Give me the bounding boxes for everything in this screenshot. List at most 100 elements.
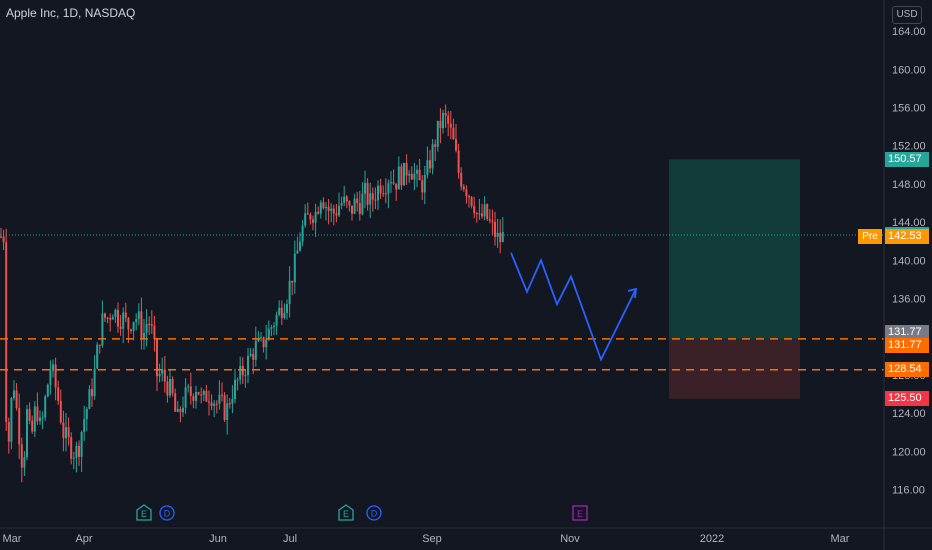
candle-body [135, 318, 138, 323]
candle-body [325, 206, 327, 209]
candle-body [286, 304, 288, 313]
dividend-marker[interactable] [159, 505, 175, 521]
candle-body [208, 401, 210, 403]
candle-body [364, 182, 366, 194]
candle-body [111, 316, 114, 320]
y-tick-label: 136.00 [892, 294, 926, 306]
candle-body [114, 309, 117, 317]
candle-body [254, 340, 257, 360]
candle-body [104, 313, 106, 318]
candle-body [119, 326, 122, 329]
dividend-marker[interactable] [366, 505, 382, 521]
candle-body [309, 214, 312, 220]
candle-body [70, 437, 73, 459]
candle-body [496, 232, 499, 237]
candle-body [252, 354, 255, 360]
dividend-marker-label: D [371, 509, 378, 519]
candle-body [13, 390, 15, 399]
candle-body [166, 381, 169, 396]
candle-body [332, 208, 335, 214]
candle-body [460, 172, 463, 187]
y-tick-label: 164.00 [892, 26, 926, 38]
candle-body [65, 427, 67, 439]
candle-body [397, 166, 400, 190]
candle-body [449, 123, 452, 128]
time-axis[interactable]: Mar Apr Jun Jul Sep Nov 2022 Mar [0, 527, 932, 545]
candle-body [150, 324, 153, 326]
candle-body [395, 183, 398, 190]
candle-body [392, 182, 395, 184]
projection-line[interactable] [510, 252, 637, 362]
y-tick-label: 116.00 [892, 485, 925, 497]
price-axis[interactable]: 116.00120.00124.00128.00132.00136.00140.… [883, 0, 932, 550]
candle-body [182, 407, 184, 413]
candle-body [171, 378, 174, 394]
candle-body [122, 312, 125, 329]
earnings-marker-future[interactable] [572, 505, 588, 521]
candle-body [306, 213, 309, 215]
candle-body [431, 144, 434, 169]
currency-button[interactable]: USD [892, 6, 922, 24]
candle-body [403, 162, 405, 186]
candle-body [187, 386, 190, 388]
candle-body [468, 196, 470, 198]
candle-body [416, 169, 418, 174]
candle-body [249, 354, 252, 356]
earnings-marker[interactable] [338, 504, 354, 521]
earnings-marker[interactable] [136, 504, 152, 521]
candle-body [390, 182, 392, 184]
candle-body [343, 196, 346, 204]
chart-title: Apple Inc, 1D, NASDAQ [6, 6, 136, 20]
candle-body [439, 120, 442, 129]
candle-body [2, 236, 5, 243]
candle-body [384, 193, 387, 195]
candle-body [353, 198, 356, 214]
candle-body [44, 396, 47, 418]
candle-body [15, 390, 18, 408]
candle-body [317, 211, 320, 214]
target-zone [669, 159, 800, 339]
stop-zone [669, 338, 800, 399]
earnings-marker-label: E [343, 509, 349, 519]
y-tick-label: 124.00 [892, 408, 926, 420]
candle-body [202, 390, 205, 395]
candle-body [200, 394, 203, 396]
x-tick-label: Sep [422, 533, 442, 545]
candle-body [379, 185, 382, 194]
candle-body [124, 312, 127, 318]
candles [0, 104, 504, 483]
candle-body [351, 205, 353, 214]
candle-body [275, 314, 278, 326]
candle-body [278, 307, 281, 315]
candle-body [83, 419, 86, 433]
earnings-marker-label: E [141, 509, 147, 519]
target-price-label: 150.57 [885, 151, 929, 167]
projection-arrowhead[interactable] [627, 287, 638, 299]
candle-body [436, 120, 439, 147]
candle-body [483, 204, 486, 217]
candle-body [130, 329, 132, 331]
candle-body [49, 370, 52, 385]
candle-body [174, 393, 177, 412]
candle-body [488, 219, 491, 221]
horizontal-levels[interactable] [0, 234, 884, 371]
candle-body [319, 202, 322, 214]
position-zones [669, 159, 800, 399]
candle-body [358, 203, 361, 215]
candle-body [213, 403, 216, 406]
candle-body [304, 213, 307, 226]
candle-body [62, 422, 65, 439]
candle-body [46, 384, 49, 397]
candle-body [369, 193, 372, 205]
candle-body [169, 378, 171, 396]
candle-body [288, 280, 291, 305]
candle-body [98, 344, 101, 346]
y-tick-label: 156.00 [892, 103, 926, 115]
x-tick-label: Apr [75, 533, 92, 545]
candle-body [228, 403, 231, 405]
stop-price-label: 125.50 [885, 391, 929, 407]
projection-drawing[interactable] [510, 252, 638, 362]
y-tick-label: 152.00 [892, 141, 926, 153]
